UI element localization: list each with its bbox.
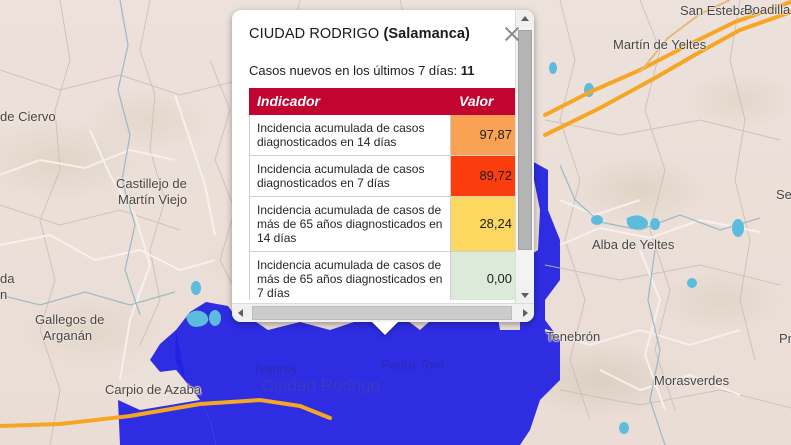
indicator-name: Incidencia acumulada de casos diagnostic…: [249, 114, 451, 156]
secondary-roads: [0, 94, 761, 411]
table-row: Incidencia acumulada de casos de más de …: [249, 196, 521, 252]
scroll-left-button[interactable]: [232, 304, 249, 321]
chevron-down-icon: [520, 293, 529, 298]
main-highway: [0, 0, 791, 428]
table-row: Incidencia acumulada de casos diagnostic…: [249, 114, 521, 156]
selected-region-bottom-fill: [118, 400, 216, 445]
chevron-up-icon: [520, 16, 529, 21]
scroll-down-button[interactable]: [516, 287, 533, 304]
scroll-up-button[interactable]: [516, 10, 533, 27]
scroll-right-button[interactable]: [517, 304, 534, 321]
table-row: Incidencia acumulada de casos diagnostic…: [249, 155, 521, 197]
popup-subtitle: Casos nuevos en los últimos 7 días: 11: [249, 63, 474, 78]
popup-vertical-scrollbar[interactable]: [515, 10, 534, 304]
horizontal-scroll-thumb[interactable]: [252, 306, 512, 320]
popup-title-municipality: CIUDAD RODRIGO: [249, 26, 380, 42]
table-row: Incidencia acumulada de casos de más de …: [249, 251, 521, 300]
chevron-right-icon: [523, 308, 528, 317]
table-header-valor: Valor: [450, 88, 521, 115]
selected-region-notch: [118, 360, 200, 410]
popup-title-province: (Salamanca): [383, 26, 470, 42]
close-icon[interactable]: [502, 24, 522, 44]
popup-title: CIUDAD RODRIGO (Salamanca): [249, 26, 470, 42]
chevron-left-icon: [238, 308, 243, 317]
indicator-value: 89,72: [450, 155, 521, 197]
popup-horizontal-scrollbar[interactable]: [232, 303, 534, 322]
table-header-row: Indicador Valor: [249, 88, 521, 115]
indicator-name: Incidencia acumulada de casos de más de …: [249, 251, 451, 300]
indicator-value: 0,00: [450, 251, 521, 300]
indicator-value: 97,87: [450, 114, 521, 156]
indicator-name: Incidencia acumulada de casos diagnostic…: [249, 155, 451, 197]
highway-secondary: [639, 0, 731, 73]
popup-pointer-tip: [371, 321, 399, 335]
popup-subtitle-value: 11: [460, 63, 475, 78]
table-header-indicador: Indicador: [249, 88, 451, 115]
rivers: [0, 0, 761, 445]
indicator-value: 28,24: [450, 196, 521, 252]
indicator-table-wrapper: Indicador Valor Incidencia acumulada de …: [249, 88, 521, 300]
indicator-name: Incidencia acumulada de casos de más de …: [249, 196, 451, 252]
vertical-scroll-thumb[interactable]: [518, 30, 532, 250]
map-info-popup[interactable]: CIUDAD RODRIGO (Salamanca) Casos nuevos …: [232, 10, 534, 322]
popup-subtitle-label: Casos nuevos en los últimos 7 días:: [249, 63, 458, 78]
water-bodies: [186, 62, 744, 434]
indicator-table: Indicador Valor Incidencia acumulada de …: [249, 88, 521, 300]
selected-region-polygon-lower: [150, 330, 186, 382]
selected-region-polygon: [175, 160, 560, 445]
